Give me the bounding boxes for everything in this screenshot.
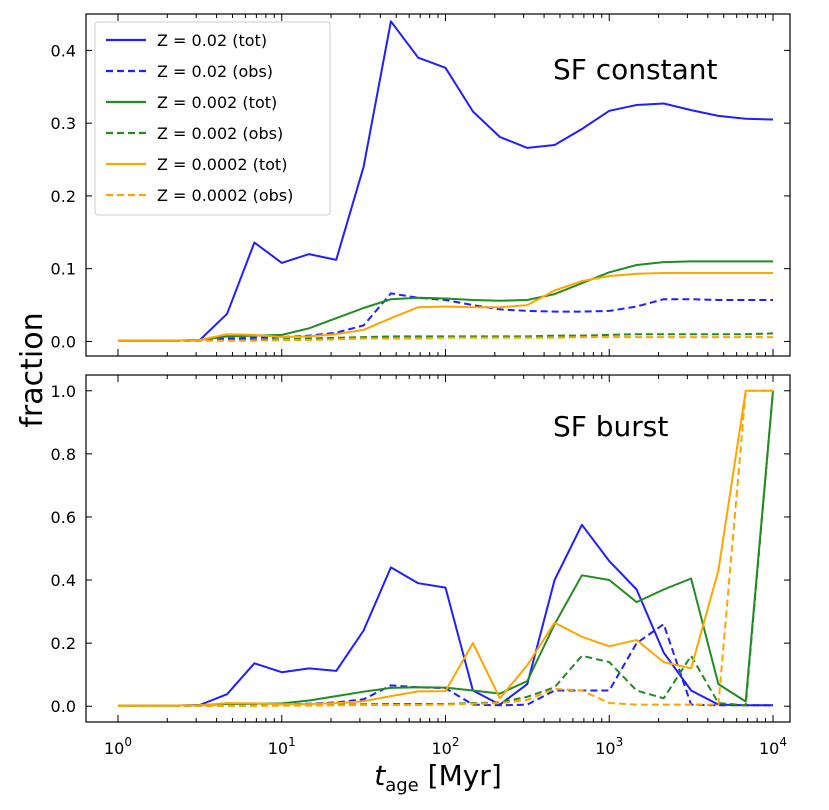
- y-tick-label: 0.0: [51, 332, 76, 351]
- y-tick-label: 0.6: [51, 508, 76, 527]
- series-line-constant-0: [118, 20, 774, 342]
- x-axis-label-symbol: t: [374, 759, 386, 792]
- series-line-burst-0: [118, 523, 773, 707]
- series-line-burst-4: [118, 389, 773, 707]
- series-line-constant-1: [118, 292, 773, 342]
- legend-label: Z = 0.0002 (obs): [157, 186, 293, 205]
- legend-label: Z = 0.02 (tot): [157, 31, 267, 50]
- bottom-plot-frame: [85, 374, 791, 723]
- series-line-burst-2: [118, 390, 774, 707]
- series-line-constant-4: [118, 272, 773, 342]
- y-tick-label: 0.3: [51, 114, 76, 133]
- legend-box: [94, 21, 331, 216]
- series-line-constant-2: [118, 260, 773, 342]
- x-tick-label: 102: [432, 735, 460, 758]
- y-tick-label: 0.4: [51, 571, 76, 590]
- legend-label: Z = 0.002 (tot): [157, 93, 277, 112]
- y-axis-label: fraction: [15, 312, 50, 427]
- legend-label: Z = 0.002 (obs): [157, 124, 283, 143]
- y-tick-label: 0.1: [51, 260, 76, 279]
- x-axis-label-subscript: age: [385, 775, 419, 796]
- legend-label: Z = 0.0002 (tot): [157, 155, 287, 174]
- y-tick-label: 0.2: [51, 634, 76, 653]
- x-tick-label: 101: [268, 735, 296, 758]
- top-panel-title: SF constant: [553, 53, 718, 86]
- x-tick-label: 103: [595, 735, 623, 758]
- y-tick-label: 1.0: [51, 382, 76, 401]
- top-plot-frame: [85, 13, 791, 357]
- x-tick-label: 104: [759, 735, 787, 758]
- series-line-constant-3: [118, 332, 774, 342]
- series-line-constant-5: [118, 336, 773, 342]
- bottom-panel-title: SF burst: [553, 410, 668, 443]
- x-axis-label: tage [Myr]: [374, 759, 502, 796]
- series-line-burst-3: [118, 390, 774, 707]
- panel-sf-constant: 0.0 0.1 0.2 0.3 0.4 SF constant Z = 0.02 (to…: [51, 13, 791, 357]
- legend: Z = 0.02 (tot) Z = 0.02 (obs) Z = 0.002 (t…: [94, 21, 331, 216]
- series-line-burst-5: [118, 389, 773, 707]
- legend-label: Z = 0.02 (obs): [157, 62, 273, 81]
- y-tick-label: 0.0: [51, 697, 76, 716]
- x-tick-label: 100: [104, 735, 132, 758]
- y-tick-label: 0.4: [51, 41, 76, 60]
- y-tick-label: 0.2: [51, 187, 76, 206]
- y-tick-label: 0.8: [51, 445, 76, 464]
- x-axis-label-unit: [Myr]: [419, 759, 502, 792]
- panel-sf-burst: 0.0 0.2 0.4 0.6 0.8 1.0 100 101 102 103 104 SF bur…: [51, 374, 791, 758]
